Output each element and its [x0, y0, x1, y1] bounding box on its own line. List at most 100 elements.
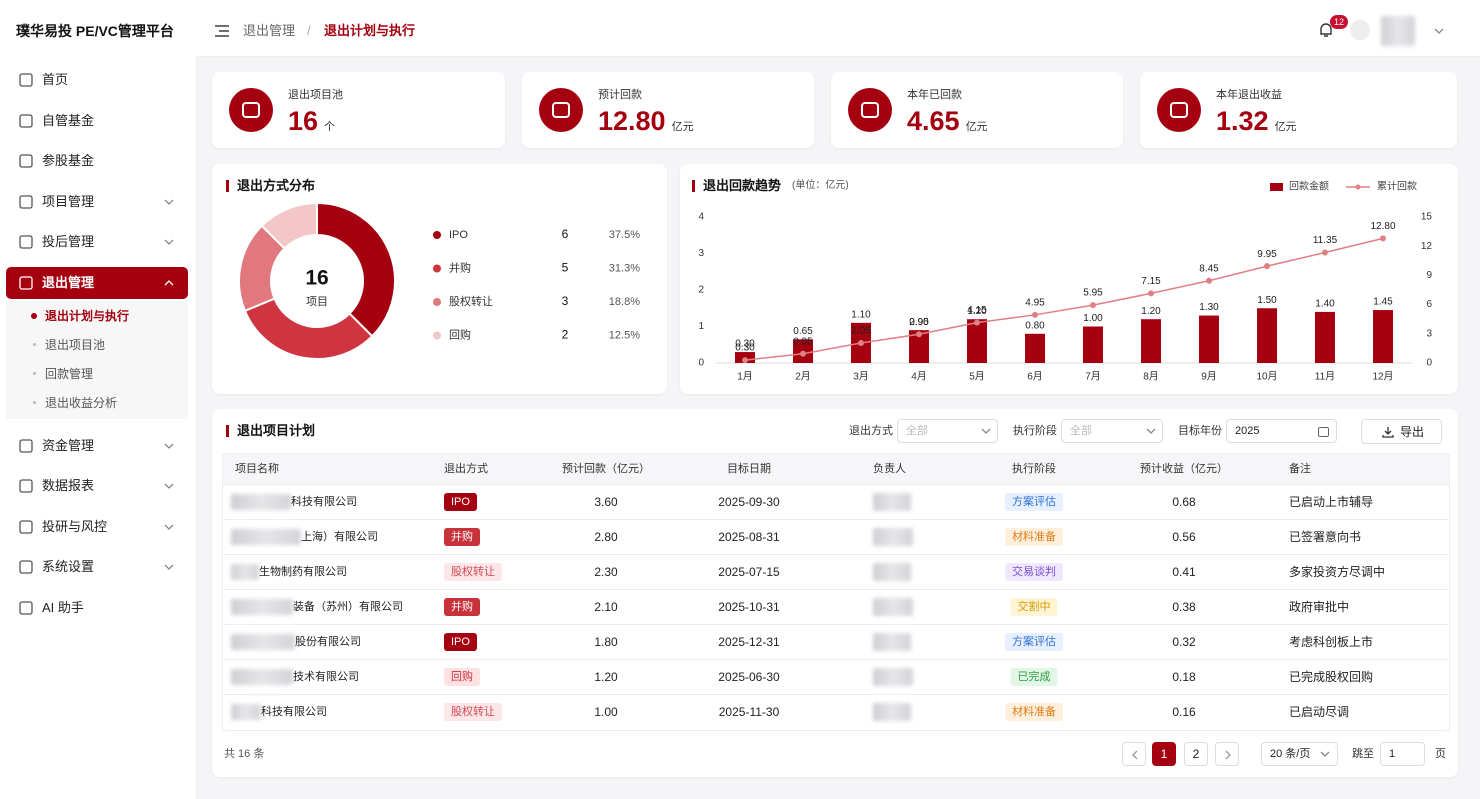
cell-amount: 2.10: [594, 599, 618, 614]
menu-icon: [19, 275, 33, 290]
bar: [1373, 310, 1393, 363]
menu-item[interactable]: 自管基金: [42, 112, 95, 128]
page-size: 20 条/页: [1270, 748, 1311, 760]
stat-icon-glyph: [242, 102, 260, 118]
stat-icon: [539, 88, 583, 132]
chevron: [1146, 428, 1156, 434]
cell-date: 2025-09-30: [718, 494, 780, 509]
pie-center-value: 16: [305, 267, 328, 290]
jump-input[interactable]: 1: [1380, 742, 1425, 766]
chevron: [164, 524, 174, 530]
legend-percent: 12.5%: [609, 329, 640, 341]
stat-icon: [1157, 88, 1201, 132]
project-name: 技术有限公司: [293, 670, 359, 683]
legend-dot: [433, 298, 441, 306]
x-tick-label: 7月: [1085, 371, 1101, 383]
next-page[interactable]: [1215, 742, 1239, 766]
filter-value: 2025: [1235, 425, 1260, 437]
submenu-item[interactable]: 退出项目池: [45, 337, 106, 352]
x-tick-label: 2月: [795, 371, 811, 383]
stat-value-row: 1.32 亿元: [1216, 106, 1297, 137]
filter-input[interactable]: 全部: [897, 419, 998, 443]
menu-item[interactable]: 首页: [42, 72, 69, 87]
page-number: 2: [1192, 747, 1200, 761]
column-header: 项目名称: [235, 463, 279, 475]
prev-page[interactable]: [1122, 742, 1146, 766]
bar: [1199, 315, 1219, 363]
menu-item[interactable]: 资金管理: [42, 437, 95, 453]
chevron: [164, 239, 174, 245]
chevron: [164, 279, 174, 285]
x-tick-label: 4月: [911, 371, 927, 383]
menu-icon: [19, 235, 33, 249]
menu-toggle: [215, 25, 229, 37]
y2-tick-label: 0: [1426, 358, 1432, 369]
title-accent: [692, 180, 695, 192]
bar-label: 1.20: [1141, 306, 1161, 317]
filter-label: 执行阶段: [1013, 425, 1057, 437]
bar-label: 0.65: [793, 326, 813, 337]
line-label: 4.95: [1025, 297, 1045, 308]
page-button[interactable]: 2: [1184, 742, 1208, 766]
submenu-bg: [6, 300, 188, 419]
menu-item[interactable]: 投研与风控: [42, 518, 108, 534]
stat-card: 本年退出收益 1.32 亿元: [1140, 72, 1457, 148]
menu-item[interactable]: 数据报表: [42, 478, 95, 493]
page-size-select[interactable]: 20 条/页: [1261, 742, 1338, 766]
menu-item[interactable]: 系统设置: [42, 559, 95, 574]
breadcrumb-item[interactable]: 退出管理: [243, 23, 296, 38]
chevron-line: [164, 199, 174, 205]
jump-unit: 页: [1435, 748, 1446, 760]
breadcrumb-sep: /: [307, 23, 311, 38]
menu-item[interactable]: 项目管理: [42, 193, 95, 209]
row-divider: [223, 519, 1449, 520]
stat-label: 退出项目池: [288, 89, 343, 101]
export-shape: [1382, 427, 1394, 438]
stat-icon-bg: [229, 88, 273, 132]
filter-input[interactable]: 2025: [1226, 419, 1337, 443]
y-tick-label: 4: [698, 212, 704, 223]
cell-amount: 2.80: [594, 529, 618, 544]
cell-amount: 1.80: [594, 634, 618, 649]
avatar: [1350, 20, 1370, 40]
menu-item[interactable]: 退出管理: [42, 274, 95, 290]
stage-tag: 方案评估: [1005, 492, 1063, 511]
export-button[interactable]: 导出: [1361, 419, 1442, 444]
legend-count: 3: [562, 294, 569, 308]
column-header: 预计回款（亿元）: [562, 463, 650, 475]
cell-income: 0.18: [1172, 669, 1196, 684]
menu-icon: [19, 194, 33, 209]
menu-item[interactable]: AI 助手: [42, 599, 84, 615]
project-name: 装备（苏州）有限公司: [293, 600, 403, 613]
stage-tag: 方案评估: [1005, 632, 1063, 651]
cell-income: 0.32: [1172, 634, 1196, 649]
chevron-line: [164, 483, 174, 489]
submenu-item[interactable]: 退出收益分析: [45, 395, 118, 410]
menu-icon: [19, 73, 33, 87]
legend-count: 6: [562, 227, 569, 241]
pie-panel: 退出方式分布 IPO 6 37.5% 并购 5 31.3% 股权转让 3 18.8% 回购 2 12.5…: [212, 164, 667, 394]
x-tick-label: 8月: [1143, 371, 1159, 383]
export-icon: [1382, 427, 1394, 438]
menu-icon: [19, 560, 33, 574]
page-button[interactable]: 1: [1152, 742, 1176, 766]
bar-label: 0.80: [1025, 320, 1045, 331]
person-blur: [873, 667, 913, 686]
legend-label: IPO: [449, 229, 468, 241]
menu-item[interactable]: 投后管理: [42, 234, 95, 249]
menu-item[interactable]: 参股基金: [42, 153, 95, 168]
bell-shape: [1320, 23, 1332, 37]
submenu-item[interactable]: 回款管理: [45, 366, 94, 381]
bar: [1315, 311, 1335, 363]
filter-input[interactable]: 全部: [1061, 419, 1163, 443]
stat-card: 预计回款 12.80 亿元: [522, 72, 814, 148]
stat-label: 本年退出收益: [1216, 89, 1282, 101]
cell-income: 0.41: [1172, 564, 1196, 579]
line-marker: [1322, 249, 1328, 256]
cell-date: 2025-12-31: [718, 634, 780, 649]
cell-note: 多家投资方尽调中: [1289, 564, 1386, 579]
bar-label: 1.30: [1199, 302, 1219, 313]
trend-panel: 退出回款趋势 (单位：亿元) 0 1 2 3 4 0 3 6 9 12 15 1月 2月 3月 4月 5月 6月 7月…: [680, 164, 1458, 394]
submenu-item[interactable]: 退出计划与执行: [45, 308, 130, 323]
